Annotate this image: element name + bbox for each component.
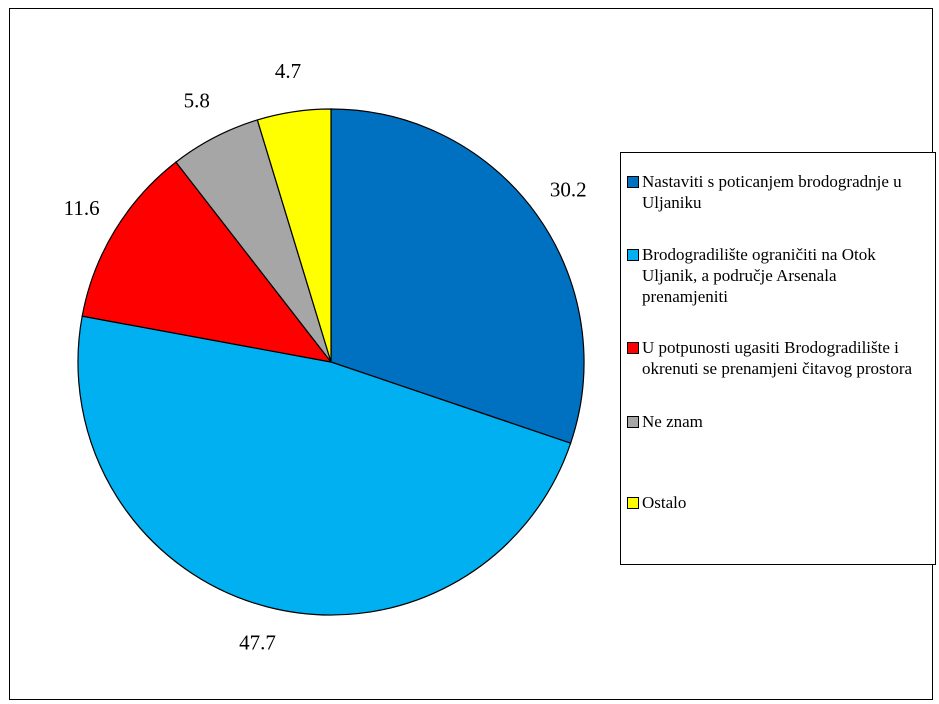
legend-label: Ne znam (642, 412, 703, 431)
legend-swatch (627, 416, 639, 428)
data-label: 30.2 (550, 178, 587, 202)
legend-label: Nastaviti s poticanjem brodogradnje u Ul… (642, 172, 902, 212)
legend-item: Nastaviti s poticanjem brodogradnje u Ul… (627, 171, 917, 213)
pie-slice (77, 315, 572, 616)
legend-item: Ne znam (627, 411, 917, 432)
data-label: 47.7 (239, 630, 276, 654)
legend-label: Brodogradilište ograničiti na Otok Uljan… (642, 245, 876, 306)
legend-label: Ostalo (642, 493, 687, 512)
legend-item: Ostalo (627, 492, 917, 513)
pie-slice (256, 108, 332, 363)
data-label: 5.8 (184, 89, 210, 113)
legend-item: U potpunosti ugasiti Brodogradilište i o… (627, 337, 917, 379)
legend-swatch (627, 342, 639, 354)
legend: Nastaviti s poticanjem brodogradnje u Ul… (620, 152, 936, 565)
legend-swatch (627, 249, 639, 261)
pie-slice (330, 108, 585, 444)
legend-swatch (627, 497, 639, 509)
data-label: 4.7 (275, 59, 301, 83)
data-label: 11.6 (64, 196, 100, 220)
legend-item: Brodogradilište ograničiti na Otok Uljan… (627, 244, 917, 307)
legend-swatch (627, 176, 639, 188)
pie-slice (81, 161, 333, 363)
legend-label: U potpunosti ugasiti Brodogradilište i o… (642, 338, 913, 378)
